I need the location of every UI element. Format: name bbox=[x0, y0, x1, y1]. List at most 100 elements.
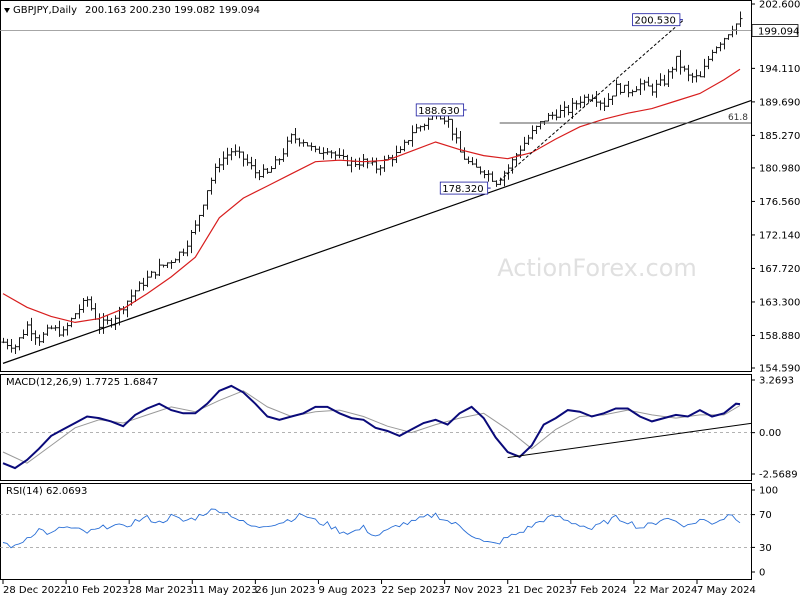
price-axis-label: 176.560 bbox=[759, 197, 800, 208]
price-bar bbox=[618, 82, 623, 95]
macd-series bbox=[0, 384, 752, 470]
price-bar bbox=[594, 91, 599, 107]
price-bar bbox=[694, 69, 699, 83]
price-bar bbox=[49, 325, 54, 330]
price-bar bbox=[105, 315, 110, 325]
price-bar bbox=[598, 100, 603, 111]
price-annotation-box bbox=[439, 181, 489, 195]
price-bar bbox=[253, 159, 258, 179]
price-bar bbox=[614, 79, 619, 97]
price-bar bbox=[630, 89, 635, 97]
price-bar bbox=[474, 158, 479, 168]
price-bar bbox=[241, 151, 246, 167]
price-bar bbox=[221, 151, 226, 170]
price-bar bbox=[89, 296, 94, 311]
price-bar bbox=[65, 322, 70, 336]
price-bar bbox=[53, 325, 58, 331]
price-axis-label: 194.110 bbox=[759, 64, 800, 75]
macd-axis-label: -2.5689 bbox=[759, 470, 798, 481]
macd-signal-line bbox=[2, 390, 741, 464]
price-bar bbox=[293, 127, 298, 144]
price-bar bbox=[566, 105, 571, 116]
price-bar bbox=[33, 330, 38, 345]
macd-axis-label: 3.2693 bbox=[759, 376, 794, 387]
price-bar bbox=[289, 133, 294, 144]
price-bar bbox=[422, 123, 427, 131]
price-bar bbox=[169, 260, 174, 269]
price-bar bbox=[13, 344, 18, 355]
price-bar bbox=[29, 317, 34, 342]
price-bar bbox=[209, 177, 214, 195]
price-bar bbox=[137, 281, 142, 292]
rsi-axis-label: 30 bbox=[759, 543, 772, 554]
date-axis-label: 22 Mar 2024 bbox=[634, 585, 697, 596]
price-bar bbox=[382, 155, 387, 172]
price-bar bbox=[237, 146, 242, 159]
price-bar bbox=[718, 42, 723, 52]
symbol-dropdown-icon[interactable] bbox=[4, 8, 10, 13]
date-axis-label: 7 Nov 2023 bbox=[445, 585, 503, 596]
price-bar bbox=[189, 229, 194, 254]
price-bar bbox=[538, 121, 543, 130]
macd-axis-label: 0.00 bbox=[759, 428, 781, 439]
price-bar bbox=[482, 169, 487, 179]
price-bar bbox=[93, 303, 98, 321]
price-bar bbox=[378, 164, 383, 176]
price-bar bbox=[550, 111, 555, 120]
price-bar bbox=[510, 157, 515, 174]
price-bar bbox=[646, 76, 651, 87]
price-axis-label: 158.880 bbox=[759, 331, 800, 342]
price-bar bbox=[466, 156, 471, 164]
price-bar bbox=[57, 320, 62, 337]
price-bar bbox=[678, 50, 683, 75]
price-axis-label: 185.270 bbox=[759, 131, 800, 142]
price-bar bbox=[638, 78, 643, 95]
fib-level-label: 61.8 bbox=[728, 113, 748, 123]
price-bar bbox=[41, 332, 46, 343]
price-bar bbox=[690, 72, 695, 83]
price-trendline bbox=[2, 100, 752, 364]
price-bar bbox=[558, 104, 563, 118]
rsi-axis-label: 70 bbox=[759, 510, 772, 521]
price-bar bbox=[686, 64, 691, 82]
price-annotation-label: 188.630 bbox=[418, 106, 459, 117]
price-bar bbox=[514, 153, 519, 166]
price-bar bbox=[353, 158, 358, 167]
macd-panel-frame bbox=[0, 374, 752, 481]
price-bar bbox=[622, 84, 627, 93]
price-bar bbox=[205, 190, 210, 210]
price-bar bbox=[313, 145, 318, 153]
price-bar bbox=[530, 125, 535, 140]
price-bar bbox=[161, 264, 166, 268]
price-bar bbox=[642, 79, 647, 91]
date-axis-label: 7 May 2024 bbox=[697, 585, 756, 596]
ema-line bbox=[2, 68, 741, 324]
price-axis-label: 189.690 bbox=[759, 97, 800, 108]
price-bar bbox=[249, 156, 254, 170]
price-bar bbox=[269, 166, 274, 173]
price-bar bbox=[309, 142, 314, 151]
price-bar bbox=[193, 220, 198, 235]
rsi-title: RSI(14) 62.0693 bbox=[6, 486, 87, 497]
rsi-line bbox=[2, 508, 741, 549]
rsi-panel-frame bbox=[0, 483, 752, 580]
price-bar bbox=[177, 251, 182, 263]
price-bar bbox=[277, 158, 282, 165]
price-bar bbox=[582, 94, 587, 108]
price-bar bbox=[5, 338, 10, 350]
price-bar bbox=[738, 11, 743, 28]
price-bar bbox=[426, 117, 431, 130]
date-axis-label: 10 Feb 2023 bbox=[66, 585, 128, 596]
price-bar bbox=[470, 157, 475, 166]
price-bar bbox=[710, 49, 715, 62]
price-bar bbox=[666, 69, 671, 87]
macd-main-line bbox=[2, 384, 741, 470]
price-bar bbox=[149, 270, 154, 278]
price-bar bbox=[257, 170, 262, 181]
price-bar bbox=[478, 166, 483, 175]
price-bar bbox=[285, 136, 290, 157]
date-axis-label: 11 May 2023 bbox=[192, 585, 257, 596]
price-bar bbox=[546, 112, 551, 122]
price-bar bbox=[522, 136, 527, 151]
price-bar bbox=[45, 324, 50, 336]
